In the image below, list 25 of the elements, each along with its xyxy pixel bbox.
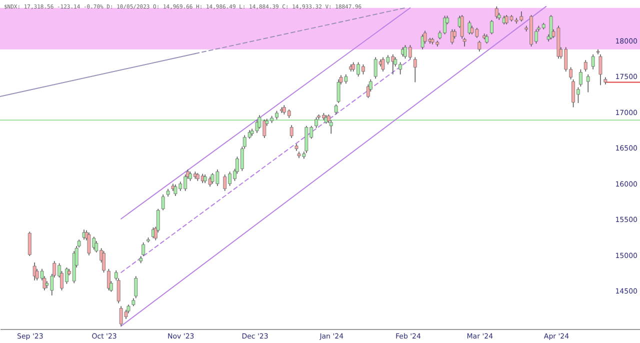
candlestick	[478, 40, 482, 52]
candlestick	[336, 78, 340, 104]
candlestick	[334, 104, 338, 115]
candlestick	[134, 276, 138, 299]
candlestick	[586, 74, 590, 93]
candlestick	[107, 268, 110, 291]
candlestick	[452, 28, 456, 40]
candlestick	[485, 34, 488, 44]
candlestick	[290, 124, 294, 138]
candlestick	[314, 116, 318, 128]
candlestick	[584, 60, 588, 72]
candlestick	[102, 250, 106, 273]
candlestick	[598, 54, 602, 86]
candlestick	[28, 231, 32, 256]
candlestick	[374, 56, 378, 80]
candlestick	[490, 20, 494, 35]
candlestick	[161, 194, 165, 211]
candlestick	[142, 242, 146, 256]
candlestick	[578, 68, 582, 87]
candlestick	[420, 34, 424, 50]
candlestick	[413, 56, 417, 83]
candlestick	[494, 6, 498, 19]
candlestick	[366, 84, 370, 98]
candlestick	[450, 28, 454, 45]
candlestick	[591, 54, 595, 70]
